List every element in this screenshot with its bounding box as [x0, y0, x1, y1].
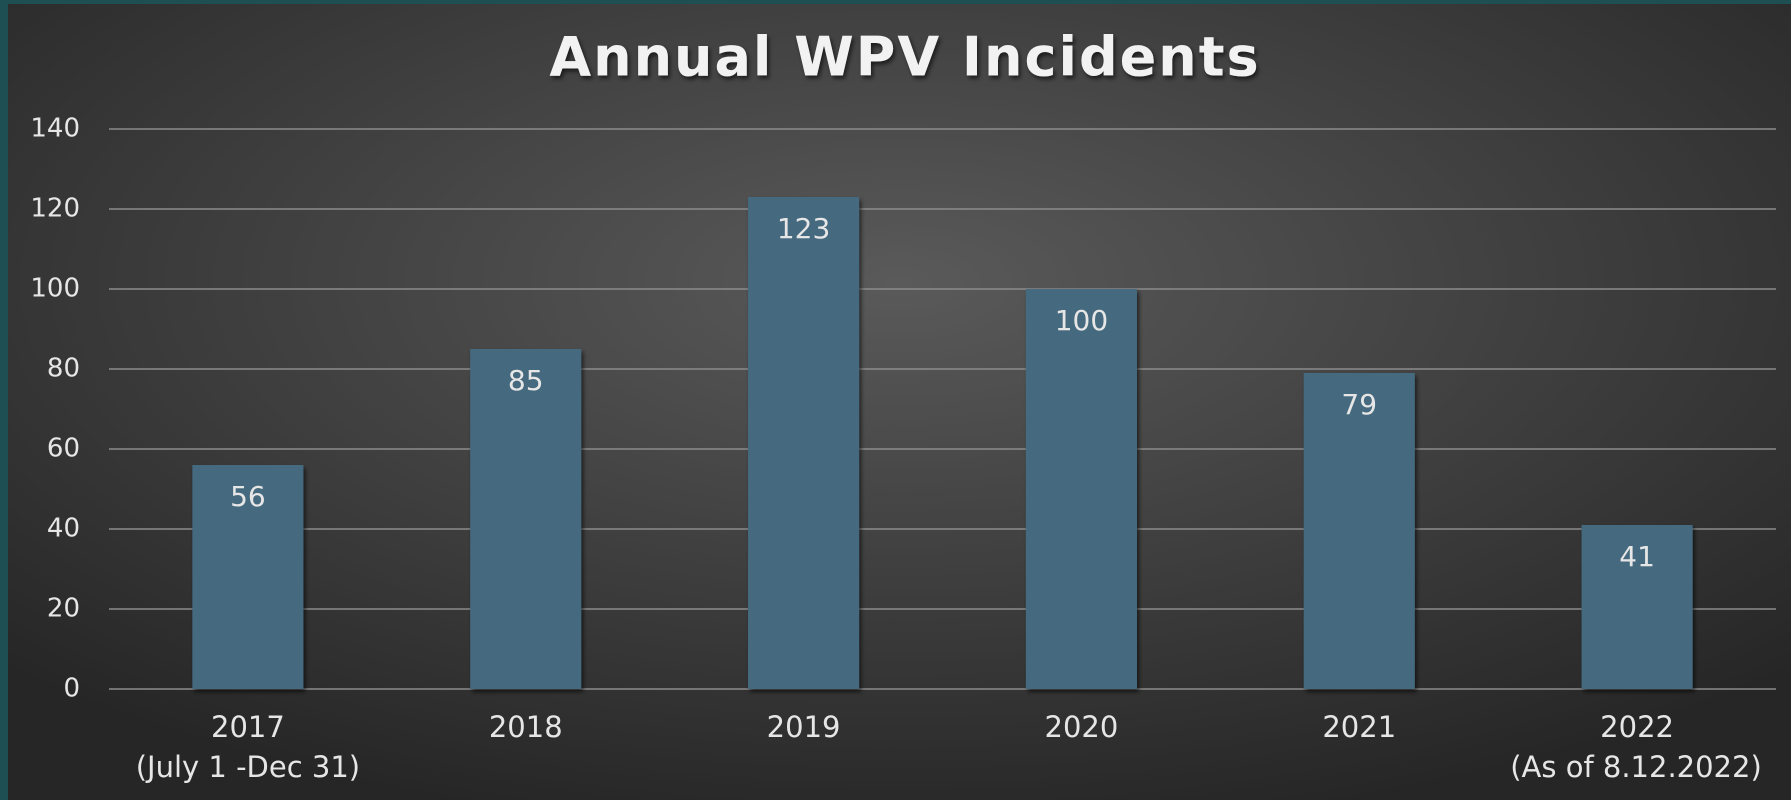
x-tick-label: 2018 [489, 710, 563, 744]
value-label: 79 [1341, 388, 1377, 421]
value-label: 85 [508, 364, 544, 397]
x-tick-label: 2019 [767, 710, 841, 744]
bar [192, 465, 304, 689]
x-tick-label: 2021 [1322, 710, 1396, 744]
bar [1303, 373, 1415, 689]
x-tick-label: (July 1 -Dec 31) [136, 750, 360, 784]
bar [470, 349, 582, 689]
bar [748, 197, 860, 689]
x-tick-label: (As of 8.12.2022) [1510, 750, 1762, 784]
value-label: 56 [230, 480, 266, 513]
bar [1581, 525, 1693, 689]
y-tick-label: 120 [30, 194, 80, 224]
y-tick-label: 80 [47, 354, 80, 384]
chart-title: Annual WPV Incidents [549, 26, 1260, 89]
value-label: 100 [1055, 304, 1108, 337]
y-tick-label: 100 [30, 274, 80, 304]
bar [1025, 289, 1137, 689]
y-tick-label: 140 [30, 114, 80, 144]
y-tick-label: 60 [47, 434, 80, 464]
value-label: 41 [1619, 540, 1655, 573]
background [8, 4, 1791, 800]
y-tick-label: 40 [47, 514, 80, 544]
x-tick-label: 2020 [1045, 710, 1119, 744]
value-label: 123 [777, 212, 830, 245]
x-tick-label: 2022 [1600, 710, 1674, 744]
y-tick-label: 0 [63, 674, 80, 704]
y-tick-label: 20 [47, 594, 80, 624]
x-tick-label: 2017 [211, 710, 285, 744]
